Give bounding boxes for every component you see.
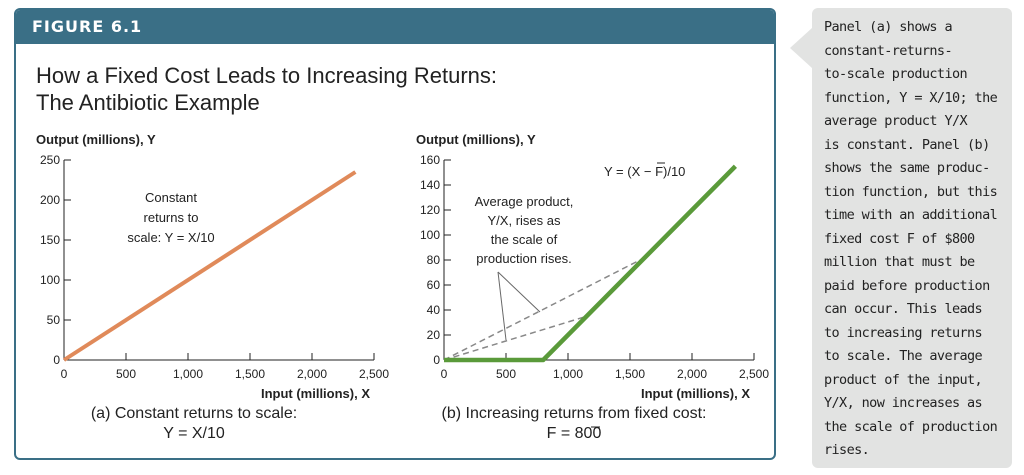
series-line [62, 170, 357, 362]
y-tick-label: 100 [420, 228, 440, 242]
average-product-ray [443, 256, 646, 361]
x-tick-label: 500 [116, 367, 136, 381]
callout-arrow [790, 28, 812, 68]
annotation-text: Y/X, rises as [488, 213, 561, 228]
panel-caption: (b) Increasing returns from fixed cost: [442, 405, 707, 422]
sidebar-text: Panel (a) shows a constant-returns- to-s… [824, 16, 1002, 463]
y-tick-label: 40 [427, 303, 441, 317]
annotation-text: returns to [144, 210, 199, 225]
y-axis-label: Output (millions), Y [36, 132, 156, 147]
annotation-pointer [497, 271, 541, 313]
y-tick-label: 50 [47, 313, 61, 327]
sidebar-line: product of the input, [824, 371, 983, 388]
y-tick-label: 20 [427, 328, 441, 342]
sidebar-line: Y/X, now increases as [824, 395, 983, 411]
annotation-text: Average product, [475, 194, 574, 209]
annotation-text: scale: Y = X/10 [127, 230, 214, 245]
x-axis-label: Input (millions), X [641, 386, 750, 401]
x-tick-label: 0 [441, 367, 448, 381]
annotation-text: the scale of [491, 232, 558, 247]
annotation-pointer [497, 271, 507, 341]
y-tick-label: 80 [427, 253, 441, 267]
sidebar-line: constant-returns- [824, 42, 953, 59]
x-tick-label: 1,500 [615, 367, 645, 381]
sidebar-line: rises. [824, 442, 870, 458]
x-tick-label: 0 [61, 367, 68, 381]
panel-caption: (a) Constant returns to scale: [91, 405, 297, 422]
y-tick-label: 60 [427, 278, 441, 292]
y-tick-label: 150 [40, 233, 60, 247]
y-tick-label: 200 [40, 193, 60, 207]
sidebar-line: the scale of production [824, 418, 998, 435]
panel-caption: Y = X/10 [163, 425, 225, 442]
y-tick-label: 100 [40, 273, 60, 287]
sidebar-line: shows the same produc- [824, 160, 990, 176]
sidebar-line: Panel (a) shows a [824, 19, 953, 35]
y-tick-label: 0 [433, 353, 440, 367]
sidebar-line: is constant. Panel (b) [824, 136, 990, 153]
sidebar-line: fixed cost F of $800 [824, 230, 975, 247]
sidebar-line: paid before production [824, 277, 990, 294]
y-tick-label: 0 [53, 353, 60, 367]
y-tick-label: 250 [40, 153, 60, 167]
x-tick-label: 1,000 [553, 367, 583, 381]
x-tick-label: 2,500 [739, 367, 769, 381]
series-label: Y = (X − F)/10 [604, 164, 685, 179]
x-tick-label: 2,000 [677, 367, 707, 381]
y-tick-label: 160 [420, 153, 440, 167]
caption-sidebar: Panel (a) shows a constant-returns- to-s… [812, 8, 1012, 468]
sidebar-line: time with an additional [824, 207, 998, 223]
x-tick-label: 1,000 [173, 367, 203, 381]
annotation-text: production rises. [476, 251, 571, 266]
sidebar-line: to-scale production [824, 66, 968, 82]
x-tick-label: 2,000 [297, 367, 327, 381]
sidebar-line: can occur. This leads [824, 301, 983, 317]
x-tick-label: 2,500 [359, 367, 389, 381]
figure-card: FIGURE 6.1 How a Fixed Cost Leads to Inc… [14, 8, 776, 460]
average-product-ray [443, 315, 587, 361]
figure-title-line: How a Fixed Cost Leads to Increasing Ret… [36, 63, 498, 88]
x-tick-label: 1,500 [235, 367, 265, 381]
series-line [444, 164, 737, 363]
figure-label: FIGURE 6.1 [16, 10, 774, 44]
sidebar-line: to scale. The average [824, 348, 983, 364]
sidebar-line: average product Y/X [824, 113, 968, 129]
y-tick-label: 120 [420, 203, 440, 217]
figure-title-line: The Antibiotic Example [36, 90, 260, 115]
panel-caption: F = 800 [547, 425, 602, 442]
sidebar-line: million that must be [824, 254, 975, 270]
y-tick-label: 140 [420, 178, 440, 192]
figure-title: How a Fixed Cost Leads to Increasing Ret… [36, 62, 497, 116]
x-axis-label: Input (millions), X [261, 386, 370, 401]
x-tick-label: 500 [496, 367, 516, 381]
sidebar-line: to increasing returns [824, 324, 983, 341]
y-axis-label: Output (millions), Y [416, 132, 536, 147]
sidebar-line: function, Y = X/10; the [824, 89, 998, 106]
sidebar-line: tion function, but this [824, 183, 998, 200]
annotation-text: Constant [145, 190, 197, 205]
